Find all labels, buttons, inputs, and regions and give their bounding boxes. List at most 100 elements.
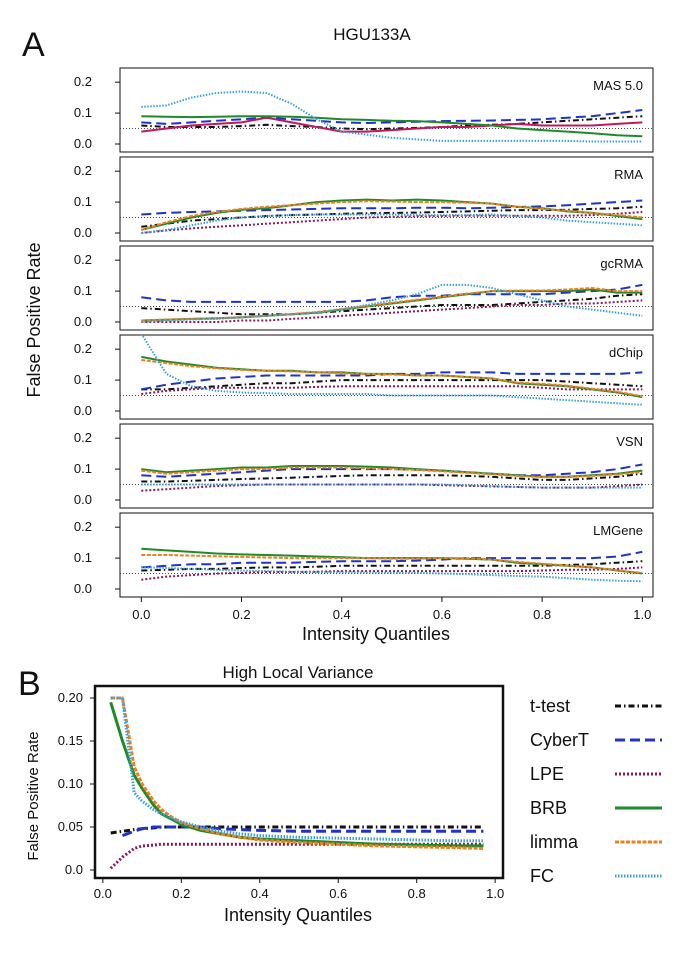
subplot-frame (119, 245, 654, 331)
a0-series-mas-5-0 (141, 116, 643, 133)
a1-series-fc (141, 213, 643, 234)
a0-series-t-test (141, 115, 643, 131)
y-tick-label: 0.2 (74, 252, 92, 267)
y-tick-label: 0.15 (58, 733, 83, 748)
a5-series-fc (141, 566, 643, 583)
a5-series-limma (141, 554, 643, 574)
a2-series-fc (141, 283, 643, 323)
panel-b-xlabel: Intensity Quantiles (224, 905, 372, 925)
subplot-title: gcRMA (600, 256, 643, 271)
b-series-cybert (121, 825, 484, 838)
panel-a-x-axis: 0.0 0.2 0.4 0.6 0.8 1.0 (132, 597, 651, 622)
series-group (141, 90, 643, 143)
y-tick-label: 0.20 (58, 690, 83, 705)
a4-series-cybert (141, 463, 643, 478)
series-group (141, 198, 643, 234)
legend-item-fc: FC (530, 866, 662, 886)
subplot-frame (119, 423, 654, 509)
a3-series-fc (140, 335, 643, 406)
y-tick-label: 0.0 (74, 492, 92, 507)
legend-label: limma (530, 832, 579, 852)
legend-label: LPE (530, 764, 564, 784)
y-tick-label: 0.0 (65, 862, 83, 877)
a0-series-fc (141, 90, 643, 143)
y-tick-label: 0.2 (74, 74, 92, 89)
panel-a: 0.2 0.1 0.0 MAS 5.0 0.2 0.1 0.0 RMA 0.2 0.1 0.0 gcR… (74, 67, 654, 598)
subplot-title: VSN (616, 434, 643, 449)
y-tick-label: 0.1 (74, 461, 92, 476)
panel-b-y-axis: 0.20 0.15 0.10 0.05 0.0 (58, 690, 95, 877)
panel-b-series-group (109, 696, 484, 870)
a3-series-lpe (141, 385, 643, 395)
x-tick-label: 1.0 (486, 886, 504, 901)
y-tick-label: 0.0 (74, 403, 92, 418)
a4-series-t-test (141, 472, 643, 483)
y-tick-label: 0.0 (74, 225, 92, 240)
a0-series-cybert (141, 109, 643, 125)
b-series-limma (110, 696, 484, 850)
subplot-mas-5-0: 0.2 0.1 0.0 MAS 5.0 (74, 67, 654, 153)
x-tick-label: 0.6 (433, 607, 451, 622)
x-tick-label: 0.8 (533, 607, 551, 622)
legend-item-t-test: t-test (530, 696, 662, 716)
legend-item-brb: BRB (530, 798, 662, 818)
y-tick-label: 0.2 (74, 519, 92, 534)
legend-item-lpe: LPE (530, 764, 662, 784)
a2-series-limma (141, 287, 643, 322)
y-axis-gcrma: 0.2 0.1 0.0 (74, 252, 120, 329)
subplot-frame (119, 334, 654, 420)
legend: t-test CyberT LPE BRB limma FC (530, 696, 662, 886)
subplot-title: LMGene (593, 523, 643, 538)
panel-b-frame (93, 684, 505, 880)
x-tick-label: 0.8 (408, 886, 426, 901)
panel-a-letter: A (22, 26, 45, 64)
y-tick-label: 0.2 (74, 430, 92, 445)
y-axis-mas-5-0: 0.2 0.1 0.0 (74, 74, 120, 151)
y-tick-label: 0.2 (74, 163, 92, 178)
series-group (140, 335, 643, 406)
x-tick-label: 0.4 (251, 886, 269, 901)
y-tick-label: 0.10 (58, 776, 83, 791)
a1-series-limma (141, 200, 643, 231)
y-tick-label: 0.1 (74, 194, 92, 209)
panel-a-xlabel: Intensity Quantiles (302, 624, 450, 644)
y-tick-label: 0.05 (58, 819, 83, 834)
y-axis-lmgene: 0.2 0.1 0.0 (74, 519, 120, 596)
panel-b-x-axis: 0.0 0.2 0.4 0.6 0.8 1.0 (94, 878, 504, 901)
series-group (141, 547, 643, 583)
subplot-title: MAS 5.0 (593, 78, 643, 93)
y-axis-dchip: 0.2 0.1 0.0 (74, 341, 120, 418)
y-tick-label: 0.2 (74, 341, 92, 356)
y-tick-label: 0.1 (74, 105, 92, 120)
subplot-dchip: 0.2 0.1 0.0 dChip (74, 334, 654, 420)
series-group (141, 463, 643, 492)
a3-series-t-test (141, 379, 643, 391)
subplot-frame (119, 512, 654, 598)
a4-series-fc (141, 483, 643, 489)
legend-label: BRB (530, 798, 567, 818)
a5-series-cybert (141, 550, 643, 569)
subplot-title: RMA (614, 167, 643, 182)
a3-series-cybert (141, 371, 643, 391)
y-tick-label: 0.0 (74, 136, 92, 151)
a5-series-lpe (141, 566, 643, 581)
subplot-gcrma: 0.2 0.1 0.0 gcRMA (74, 245, 654, 331)
y-tick-label: 0.0 (74, 581, 92, 596)
a5-series-t-test (141, 560, 643, 572)
panel-b-ylabel: False Positive Rate (25, 731, 42, 860)
a3-series-limma (141, 359, 643, 398)
legend-item-cybert: CyberT (530, 730, 662, 750)
panel-b: 0.20 0.15 0.10 0.05 0.0 0.0 0.2 0.4 0.6 0.8 1.0 (58, 684, 505, 901)
a0-series-brb (141, 115, 643, 138)
legend-item-limma: limma (530, 832, 662, 852)
panel-b-title: High Local Variance (223, 663, 374, 682)
y-axis-rma: 0.2 0.1 0.0 (74, 163, 120, 240)
x-tick-label: 0.6 (329, 886, 347, 901)
legend-label: CyberT (530, 730, 589, 750)
legend-label: FC (530, 866, 554, 886)
panel-a-title: HGU133A (333, 25, 411, 44)
x-tick-label: 0.0 (94, 886, 112, 901)
series-group (141, 283, 643, 323)
y-tick-label: 0.1 (74, 550, 92, 565)
